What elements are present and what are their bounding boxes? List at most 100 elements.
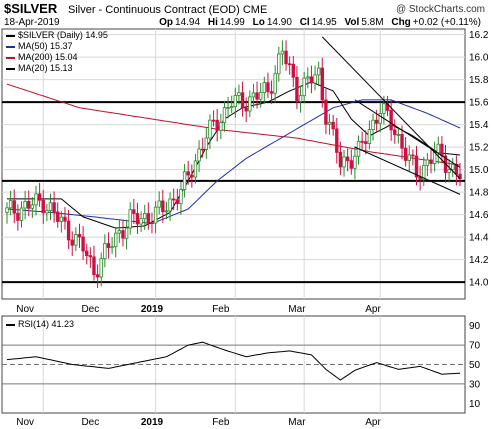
candle-body bbox=[48, 202, 53, 211]
candle-body bbox=[226, 107, 230, 109]
candle-body bbox=[436, 143, 440, 153]
candle-body bbox=[12, 200, 16, 214]
candle-body bbox=[168, 198, 172, 212]
price-tick-label: 15.6 bbox=[469, 98, 489, 109]
candle-body bbox=[172, 198, 176, 201]
stockcharts-watermark: @ StockCharts.com bbox=[395, 4, 485, 15]
candle-body bbox=[237, 92, 241, 96]
candle-body bbox=[121, 230, 125, 239]
candle-body bbox=[19, 207, 24, 221]
candle-body bbox=[338, 151, 343, 168]
price-tick-label: 15.4 bbox=[469, 120, 489, 131]
candle-body bbox=[255, 92, 259, 100]
candle-body bbox=[364, 141, 368, 144]
candle-body bbox=[56, 211, 60, 222]
ma20-line bbox=[7, 81, 461, 229]
candle-body bbox=[451, 163, 455, 171]
candle-body bbox=[360, 140, 364, 143]
candle-body bbox=[324, 99, 328, 125]
candle-body bbox=[110, 246, 114, 249]
rsi-tick-label: 50 bbox=[469, 360, 481, 371]
candle-body bbox=[27, 201, 31, 209]
rsi-line bbox=[6, 341, 461, 381]
candle-body bbox=[284, 50, 288, 65]
candle-body bbox=[389, 109, 393, 131]
candle-body bbox=[396, 134, 401, 136]
candle-body bbox=[295, 76, 299, 102]
price-tick-label: 16.0 bbox=[469, 53, 489, 64]
rsi-tick-label: 30 bbox=[469, 379, 481, 390]
candle-body bbox=[45, 210, 49, 214]
candle-body bbox=[8, 200, 13, 209]
candle-body bbox=[269, 91, 274, 94]
legend-ma20-swatch bbox=[6, 67, 15, 70]
candle-body bbox=[418, 176, 422, 180]
candle-body bbox=[411, 154, 415, 157]
candle-body bbox=[262, 82, 267, 93]
price-panel-frame bbox=[1, 28, 466, 300]
rsi-legend: RSI(14) 41.23 bbox=[6, 319, 74, 329]
rsi-tick-label: 90 bbox=[469, 321, 481, 332]
candle-body bbox=[153, 206, 158, 224]
candle-body bbox=[95, 274, 100, 278]
rsi-x-axis-label-apr: Apr bbox=[365, 417, 381, 428]
x-axis-label-nov: Nov bbox=[16, 304, 34, 315]
candle-body bbox=[291, 63, 295, 78]
candle-body bbox=[77, 234, 82, 238]
candle-body bbox=[182, 171, 187, 190]
candle-body bbox=[41, 199, 45, 214]
candle-body bbox=[52, 202, 56, 213]
candle-body bbox=[403, 147, 408, 161]
candle-body bbox=[5, 207, 9, 213]
candle-body bbox=[124, 227, 129, 239]
ma200-line bbox=[6, 83, 461, 166]
candle-body bbox=[432, 152, 437, 164]
candle-body bbox=[161, 200, 165, 213]
price-tick-label: 15.0 bbox=[469, 165, 489, 176]
candle-body bbox=[211, 119, 216, 122]
candle-body bbox=[70, 239, 74, 246]
candle-body bbox=[440, 143, 444, 157]
candle-body bbox=[378, 113, 382, 124]
candle-body bbox=[316, 67, 321, 76]
rsi-x-axis-label-feb: Feb bbox=[212, 417, 230, 428]
candle-body bbox=[407, 154, 411, 161]
candle-body bbox=[164, 210, 169, 213]
candle-body bbox=[106, 243, 111, 248]
candle-body bbox=[37, 193, 42, 201]
candle-body bbox=[200, 148, 205, 151]
candle-body bbox=[143, 213, 147, 220]
quote-date: 18-Apr-2019 bbox=[4, 17, 60, 28]
candle-body bbox=[74, 234, 78, 246]
legend-ma200-swatch bbox=[6, 56, 15, 59]
price-tick-label: 15.8 bbox=[469, 75, 489, 86]
rsi-x-axis-label-2019: 2019 bbox=[141, 417, 164, 428]
candle-body bbox=[233, 95, 238, 108]
candle-body bbox=[92, 256, 96, 276]
candle-body bbox=[345, 156, 350, 162]
candle-body bbox=[367, 129, 372, 144]
candle-body bbox=[400, 134, 404, 149]
candle-body bbox=[117, 230, 122, 234]
candle-body bbox=[99, 258, 103, 278]
candle-body bbox=[353, 155, 357, 169]
trendline bbox=[354, 146, 461, 195]
ma50-line bbox=[6, 99, 461, 225]
candle-body bbox=[146, 213, 151, 224]
candle-body bbox=[186, 171, 190, 176]
candle-body bbox=[208, 119, 212, 139]
candle-body bbox=[335, 128, 339, 153]
x-axis-label-mar: Mar bbox=[288, 304, 306, 315]
price-tick-label: 14.0 bbox=[469, 278, 489, 289]
candle-body bbox=[349, 160, 353, 169]
candle-body bbox=[139, 218, 143, 225]
candle-body bbox=[66, 220, 71, 241]
x-axis-label-dec: Dec bbox=[81, 304, 99, 315]
candle-body bbox=[248, 96, 252, 112]
candle-body bbox=[342, 156, 346, 168]
candle-body bbox=[59, 216, 64, 222]
legend-ma50-swatch bbox=[6, 45, 15, 48]
candle-body bbox=[287, 63, 292, 66]
candle-body bbox=[23, 201, 27, 209]
candle-body bbox=[429, 159, 433, 164]
